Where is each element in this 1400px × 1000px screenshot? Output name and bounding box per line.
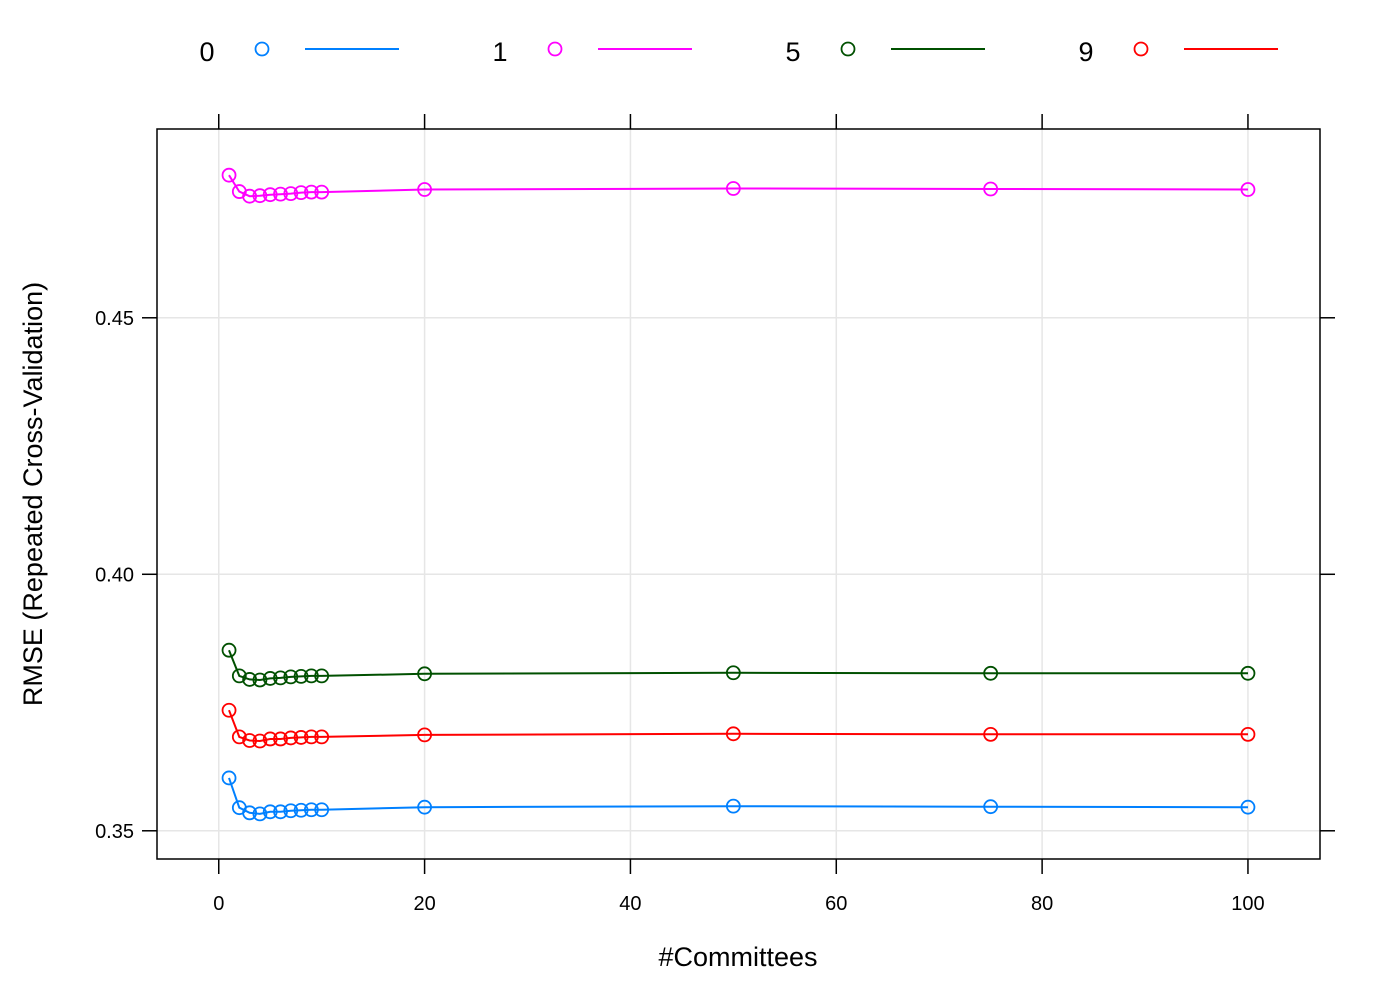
legend-marker-9 — [1133, 41, 1149, 57]
data-point-0 — [262, 804, 278, 820]
legend-label-5: 5 — [785, 37, 800, 67]
data-point-0 — [252, 806, 268, 822]
data-point-9 — [983, 726, 999, 742]
x-tick-label: 40 — [619, 893, 641, 915]
data-point-0 — [273, 804, 288, 820]
legend: 0 1 5 9 — [199, 37, 1278, 67]
data-point-5 — [1240, 665, 1256, 681]
data-point-0 — [983, 799, 999, 815]
axis-ticks: 0 20 40 60 80 100 0.35 0.40 0.45 — [95, 114, 1335, 915]
data-point-1 — [1240, 182, 1256, 197]
data-point-1 — [283, 186, 299, 202]
data-point-5 — [273, 670, 288, 686]
data-point-9 — [314, 729, 330, 745]
data-point-0 — [417, 799, 432, 815]
data-point-0 — [283, 803, 299, 819]
data-point-0 — [221, 770, 237, 786]
data-point-1 — [303, 184, 319, 200]
data-point-9 — [283, 730, 299, 746]
data-point-9 — [303, 729, 319, 745]
data-point-1 — [314, 184, 330, 200]
data-point-9 — [221, 702, 237, 718]
data-point-1 — [725, 181, 741, 196]
series-line-0 — [228, 777, 1249, 815]
y-tick-label: 0.40 — [95, 564, 134, 586]
data-point-9 — [252, 733, 268, 749]
data-point-5 — [252, 672, 268, 688]
data-point-5 — [303, 668, 319, 684]
legend-marker-1 — [547, 41, 563, 57]
legend-marker-5 — [840, 41, 856, 57]
x-tick-label: 100 — [1231, 893, 1264, 915]
y-tick-label: 0.35 — [95, 821, 134, 843]
series-line-9 — [228, 709, 1248, 743]
data-point-1 — [293, 185, 309, 201]
data-point-5 — [262, 671, 278, 686]
data-point-1 — [252, 188, 268, 204]
data-point-5 — [417, 666, 432, 682]
data-point-0 — [242, 805, 258, 821]
data-point-5 — [983, 665, 999, 681]
x-axis-title: #Committees — [658, 942, 817, 972]
data-point-9 — [417, 727, 432, 743]
series-line-5 — [228, 649, 1248, 682]
data-point-1 — [273, 186, 288, 202]
data-point-0 — [725, 798, 741, 814]
legend-label-0: 0 — [199, 37, 214, 67]
data-point-9 — [231, 729, 247, 745]
data-point-9 — [725, 726, 741, 742]
legend-label-1: 1 — [492, 37, 507, 67]
data-point-5 — [283, 669, 299, 685]
data-point-9 — [242, 733, 258, 748]
data-point-5 — [221, 642, 237, 658]
data-point-9 — [1240, 726, 1256, 742]
data-point-1 — [417, 182, 432, 197]
data-point-9 — [262, 731, 278, 747]
series-line-1 — [228, 174, 1249, 198]
data-point-1 — [262, 187, 278, 203]
x-tick-label: 20 — [413, 893, 435, 915]
data-point-5 — [314, 668, 330, 684]
data-point-5 — [725, 665, 741, 681]
data-point-1 — [221, 167, 237, 183]
data-point-5 — [242, 672, 258, 687]
data-point-9 — [273, 731, 288, 747]
y-tick-label: 0.45 — [95, 308, 134, 330]
plot-frame — [156, 128, 1321, 860]
series-layer — [221, 167, 1256, 822]
x-tick-label: 80 — [1031, 893, 1053, 915]
data-point-5 — [231, 668, 247, 684]
data-point-0 — [303, 802, 319, 818]
y-axis-title: RMSE (Repeated Cross-Validation) — [18, 282, 48, 706]
data-point-1 — [242, 188, 258, 204]
data-point-5 — [293, 668, 309, 684]
x-tick-label: 0 — [213, 893, 224, 915]
legend-label-9: 9 — [1078, 37, 1093, 67]
legend-marker-0 — [254, 41, 270, 57]
x-tick-label: 60 — [825, 893, 847, 915]
data-point-1 — [983, 181, 999, 197]
grid-lines — [157, 129, 1320, 859]
data-point-9 — [293, 730, 309, 745]
data-point-0 — [293, 802, 309, 818]
data-point-0 — [1240, 799, 1256, 815]
data-point-0 — [314, 802, 330, 818]
